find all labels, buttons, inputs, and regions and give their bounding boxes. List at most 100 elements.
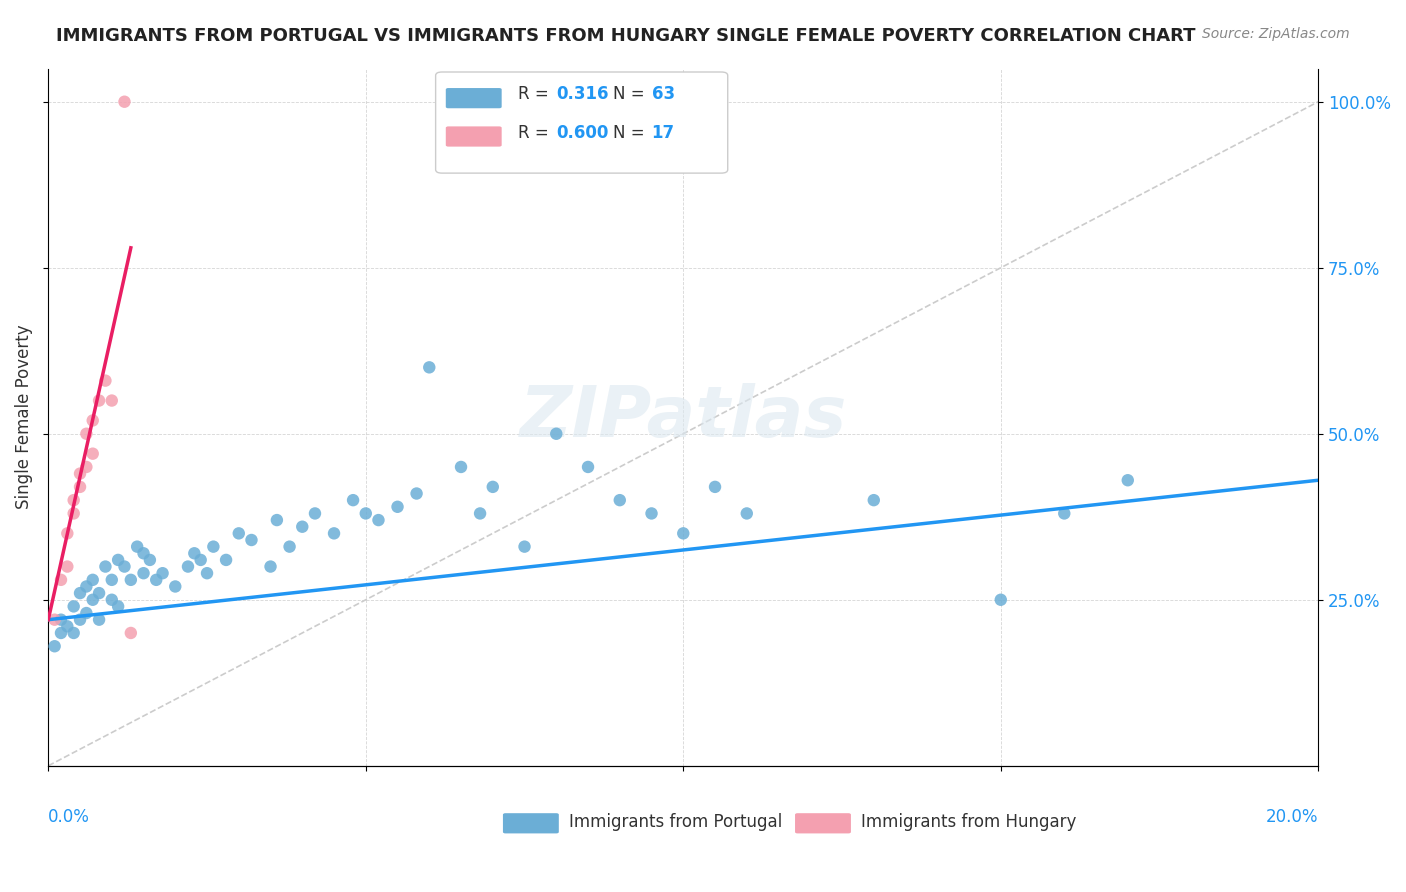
Point: [62, 599, 84, 614]
Point: [69, 467, 91, 481]
Point: [367, 513, 389, 527]
FancyBboxPatch shape: [436, 72, 728, 173]
Point: [323, 526, 346, 541]
Point: [94, 559, 117, 574]
Text: R =: R =: [519, 124, 554, 142]
Text: IMMIGRANTS FROM PORTUGAL VS IMMIGRANTS FROM HUNGARY SINGLE FEMALE POVERTY CORREL: IMMIGRANTS FROM PORTUGAL VS IMMIGRANTS F…: [56, 27, 1195, 45]
Point: [195, 566, 218, 581]
Point: [1053, 507, 1076, 521]
Point: [735, 507, 758, 521]
Point: [114, 95, 136, 109]
Point: [75, 579, 97, 593]
Point: [291, 519, 314, 533]
Point: [132, 566, 155, 581]
Point: [1116, 473, 1139, 487]
Text: 0.316: 0.316: [557, 86, 609, 103]
Point: [278, 540, 301, 554]
Point: [82, 447, 104, 461]
Point: [69, 480, 91, 494]
Point: [259, 559, 281, 574]
Point: [62, 493, 84, 508]
Point: [215, 553, 238, 567]
Text: 0.0%: 0.0%: [48, 807, 90, 826]
Point: [56, 559, 79, 574]
Point: [69, 586, 91, 600]
Point: [82, 573, 104, 587]
Point: [120, 626, 142, 640]
Point: [152, 566, 174, 581]
Point: [468, 507, 491, 521]
Text: R =: R =: [519, 86, 554, 103]
Point: [387, 500, 409, 514]
Point: [990, 592, 1012, 607]
FancyBboxPatch shape: [446, 127, 502, 146]
Point: [304, 507, 326, 521]
Point: [62, 626, 84, 640]
Text: 63: 63: [651, 86, 675, 103]
Point: [405, 486, 427, 500]
Point: [240, 533, 263, 547]
Point: [190, 553, 212, 567]
Point: [114, 559, 136, 574]
Point: [139, 553, 162, 567]
Point: [101, 592, 124, 607]
Point: [177, 559, 200, 574]
Point: [75, 459, 97, 474]
Point: [862, 493, 884, 508]
Point: [145, 573, 167, 587]
Point: [132, 546, 155, 560]
Point: [56, 619, 79, 633]
Text: Source: ZipAtlas.com: Source: ZipAtlas.com: [1202, 27, 1350, 41]
Point: [44, 639, 66, 653]
Point: [69, 613, 91, 627]
Point: [56, 526, 79, 541]
Point: [228, 526, 250, 541]
Text: Immigrants from Hungary: Immigrants from Hungary: [860, 813, 1077, 830]
Point: [87, 586, 110, 600]
Point: [266, 513, 288, 527]
Point: [342, 493, 364, 508]
Point: [44, 613, 66, 627]
Point: [87, 393, 110, 408]
Point: [672, 526, 695, 541]
Point: [49, 626, 72, 640]
Point: [49, 613, 72, 627]
Point: [101, 573, 124, 587]
Point: [49, 573, 72, 587]
Text: N =: N =: [613, 124, 651, 142]
Text: 20.0%: 20.0%: [1265, 807, 1319, 826]
Point: [120, 573, 142, 587]
Text: 17: 17: [651, 124, 675, 142]
Point: [107, 553, 129, 567]
Point: [75, 426, 97, 441]
Point: [94, 374, 117, 388]
Text: ZIPatlas: ZIPatlas: [520, 383, 846, 451]
Point: [354, 507, 377, 521]
Point: [62, 507, 84, 521]
FancyBboxPatch shape: [794, 814, 851, 833]
Point: [101, 393, 124, 408]
Point: [183, 546, 205, 560]
Point: [165, 579, 187, 593]
Point: [418, 360, 440, 375]
Point: [75, 606, 97, 620]
Point: [513, 540, 536, 554]
Point: [546, 426, 568, 441]
FancyBboxPatch shape: [446, 88, 502, 108]
Point: [704, 480, 727, 494]
Point: [576, 459, 599, 474]
Point: [82, 413, 104, 427]
Point: [640, 507, 662, 521]
Point: [202, 540, 225, 554]
Point: [481, 480, 503, 494]
Point: [609, 493, 631, 508]
Text: N =: N =: [613, 86, 651, 103]
Y-axis label: Single Female Poverty: Single Female Poverty: [15, 325, 32, 509]
Text: 0.600: 0.600: [557, 124, 609, 142]
FancyBboxPatch shape: [503, 814, 558, 833]
Point: [127, 540, 149, 554]
Point: [107, 599, 129, 614]
Point: [87, 613, 110, 627]
Point: [450, 459, 472, 474]
Point: [82, 592, 104, 607]
